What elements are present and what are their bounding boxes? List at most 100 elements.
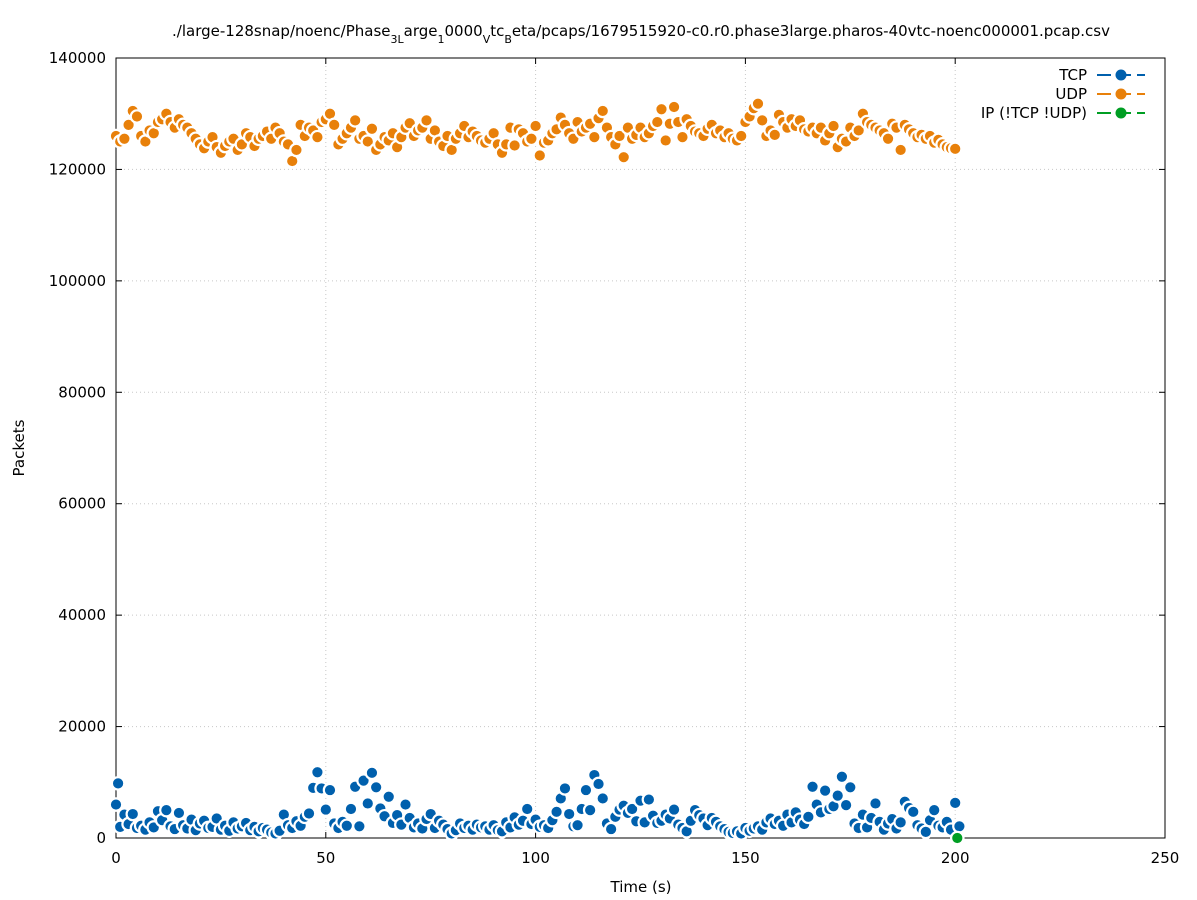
data-point	[838, 797, 854, 813]
data-point	[947, 795, 963, 811]
data-point	[868, 796, 883, 811]
series-2	[949, 830, 965, 846]
title-part: eta/pcaps/1679515920-c0.r0.phase3large.p…	[512, 22, 1110, 40]
data-point	[826, 118, 841, 134]
axis-ticks: 0 50 100 150 200 250 0 20000 40000 60000 80000 1000…	[49, 49, 1180, 867]
data-point	[347, 113, 363, 128]
data-points	[108, 96, 967, 846]
data-point	[801, 809, 816, 825]
data-point	[595, 103, 611, 119]
data-point	[952, 818, 967, 834]
data-point	[817, 783, 833, 798]
data-point	[842, 779, 858, 795]
data-point	[352, 818, 367, 834]
data-point	[658, 133, 673, 148]
legend-label: IP (!TCP !UDP)	[981, 104, 1087, 122]
data-point	[666, 99, 682, 115]
legend-marker	[1115, 88, 1127, 100]
data-point	[578, 782, 594, 798]
title-part: V	[483, 33, 491, 46]
data-point	[616, 149, 632, 165]
y-tick-label: 100000	[49, 272, 106, 290]
data-point	[754, 113, 770, 128]
title-part: 3L	[391, 33, 405, 46]
x-tick-label: 0	[111, 849, 121, 867]
data-point	[125, 806, 141, 822]
series-1	[108, 96, 963, 169]
x-tick-label: 50	[316, 849, 335, 867]
data-point	[117, 131, 132, 147]
title-part: B	[504, 33, 512, 46]
data-point	[805, 779, 820, 795]
data-point	[419, 113, 434, 128]
data-point	[834, 769, 850, 785]
data-point	[666, 802, 682, 817]
data-point	[549, 804, 564, 820]
data-point	[603, 821, 619, 837]
data-point	[364, 121, 380, 137]
data-point	[830, 788, 846, 803]
data-point	[310, 129, 325, 145]
y-tick-label: 40000	[58, 606, 106, 624]
x-axis-label: Time (s)	[610, 878, 672, 896]
data-point	[381, 789, 397, 805]
data-point	[159, 802, 174, 818]
legend-marker	[1115, 69, 1127, 81]
data-point	[893, 815, 908, 830]
data-point	[519, 801, 535, 817]
legend-marker	[1115, 107, 1127, 119]
data-point	[310, 764, 325, 780]
data-point	[750, 96, 766, 111]
data-point	[301, 806, 317, 821]
data-point	[368, 779, 384, 795]
data-point	[733, 128, 749, 144]
data-point	[582, 802, 598, 818]
y-tick-label: 60000	[58, 495, 106, 513]
data-point	[322, 782, 338, 798]
data-point	[624, 801, 640, 817]
data-point	[926, 802, 942, 818]
data-point	[675, 129, 690, 145]
data-point	[398, 797, 413, 812]
plot-frame	[115, 57, 1166, 839]
data-point	[949, 830, 965, 846]
data-point	[339, 818, 355, 834]
data-point	[570, 817, 585, 833]
data-point	[641, 792, 657, 807]
data-point	[360, 796, 376, 811]
data-point	[318, 802, 334, 817]
data-point	[507, 138, 522, 153]
data-point	[561, 806, 577, 822]
series-0	[108, 764, 967, 841]
data-point	[595, 791, 611, 806]
x-tick-label: 250	[1151, 849, 1180, 867]
data-point	[591, 776, 606, 792]
data-point	[326, 117, 342, 133]
data-point	[129, 109, 145, 124]
title-part: tc	[490, 22, 504, 40]
grid	[116, 58, 1165, 838]
title-part: ./large-128snap/noenc/Phase	[172, 22, 390, 40]
y-tick-label: 120000	[49, 160, 106, 178]
data-point	[343, 801, 359, 817]
y-tick-label: 140000	[49, 49, 106, 67]
data-point	[110, 776, 126, 791]
data-point	[649, 114, 665, 130]
data-point	[905, 804, 921, 820]
data-point	[767, 127, 783, 143]
data-point	[654, 101, 669, 117]
data-point	[880, 131, 896, 147]
data-point	[108, 797, 124, 812]
data-point	[532, 148, 548, 163]
title-part: 1	[438, 33, 445, 46]
data-point	[557, 781, 573, 796]
data-point	[587, 129, 602, 145]
chart-title: ./large-128snap/noenc/Phase3Large10000Vt…	[172, 22, 1110, 46]
data-point	[528, 118, 543, 134]
legend-label: UDP	[1055, 85, 1087, 103]
title-part: arge	[404, 22, 438, 40]
data-point	[524, 131, 539, 147]
data-point	[918, 824, 934, 840]
